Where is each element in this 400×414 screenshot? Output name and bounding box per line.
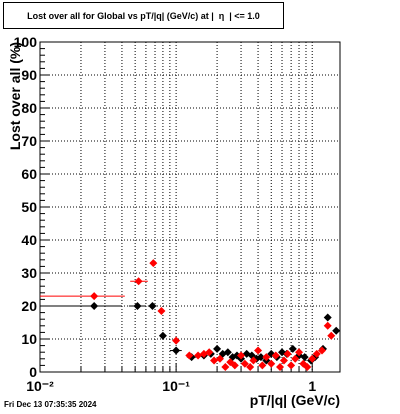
timestamp: Fri Dec 13 07:35:35 2024 bbox=[4, 400, 97, 409]
data-point bbox=[300, 353, 309, 362]
y-axis-label: Lost over all (%) bbox=[7, 42, 23, 150]
data-point bbox=[134, 277, 143, 286]
axis-ticks bbox=[40, 41, 313, 373]
data-point bbox=[157, 306, 166, 315]
y-tick-label: 80 bbox=[21, 100, 37, 116]
data-point bbox=[90, 292, 99, 301]
data-point bbox=[271, 351, 280, 360]
data-point bbox=[185, 351, 194, 360]
y-tick-labels: 0 10 20 30 40 50 60 70 80 90 100 bbox=[14, 34, 38, 380]
data-point bbox=[308, 354, 317, 363]
data-point bbox=[303, 363, 312, 372]
data-point bbox=[246, 363, 255, 372]
data-point bbox=[149, 259, 158, 268]
data-point bbox=[332, 326, 341, 335]
y-tick-label: 10 bbox=[21, 331, 37, 347]
x-tick-label: 1 bbox=[308, 378, 316, 394]
data-point bbox=[221, 363, 230, 372]
data-point bbox=[215, 354, 224, 363]
data-point bbox=[295, 348, 304, 357]
data-point bbox=[287, 361, 296, 370]
data-point bbox=[291, 354, 300, 363]
x-tick-label: 10⁻² bbox=[26, 378, 54, 394]
x-axis-label: pT/|q| (GeV/c) bbox=[250, 392, 340, 408]
data-point bbox=[312, 349, 321, 358]
title-box: Lost over all for Global vs pT/|q| (GeV/… bbox=[3, 2, 284, 29]
y-tick-label: 70 bbox=[21, 133, 37, 149]
data-point bbox=[254, 346, 263, 355]
data-point bbox=[205, 348, 214, 357]
data-point bbox=[283, 349, 292, 358]
data-point bbox=[258, 361, 267, 370]
data-point bbox=[158, 331, 167, 340]
y-tick-label: 50 bbox=[21, 199, 37, 215]
y-tick-label: 30 bbox=[21, 265, 37, 281]
data-point bbox=[288, 344, 297, 353]
data-point bbox=[223, 348, 232, 357]
data-point bbox=[172, 336, 181, 345]
y-tick-label: 60 bbox=[21, 166, 37, 182]
data-point bbox=[210, 356, 219, 365]
data-point bbox=[249, 356, 258, 365]
data-point bbox=[230, 361, 239, 370]
data-point bbox=[237, 351, 246, 360]
y-tick-label: 40 bbox=[21, 232, 37, 248]
data-point bbox=[194, 351, 203, 360]
data-series bbox=[40, 259, 341, 372]
data-point bbox=[213, 344, 222, 353]
data-point bbox=[279, 356, 288, 365]
data-point bbox=[327, 331, 336, 340]
data-point bbox=[267, 359, 276, 368]
data-point bbox=[172, 346, 181, 355]
x-tick-label: 10⁻¹ bbox=[162, 378, 190, 394]
data-point bbox=[90, 302, 99, 310]
y-tick-label: 0 bbox=[29, 364, 37, 380]
chart-title: Lost over all for Global vs pT/|q| (GeV/… bbox=[27, 10, 260, 21]
grid bbox=[40, 42, 340, 372]
data-point bbox=[323, 321, 332, 330]
data-point bbox=[133, 302, 142, 310]
y-tick-label: 90 bbox=[21, 67, 37, 83]
data-point bbox=[240, 359, 249, 368]
data-point bbox=[262, 353, 271, 362]
data-point bbox=[148, 302, 157, 310]
y-tick-label: 100 bbox=[14, 34, 38, 50]
series-red bbox=[40, 259, 336, 372]
x-tick-labels: 10⁻² 10⁻¹ 1 bbox=[26, 378, 316, 394]
data-point bbox=[256, 353, 265, 362]
data-point bbox=[323, 313, 332, 322]
y-tick-label: 20 bbox=[21, 298, 37, 314]
data-point bbox=[318, 346, 327, 355]
data-point bbox=[276, 363, 285, 372]
